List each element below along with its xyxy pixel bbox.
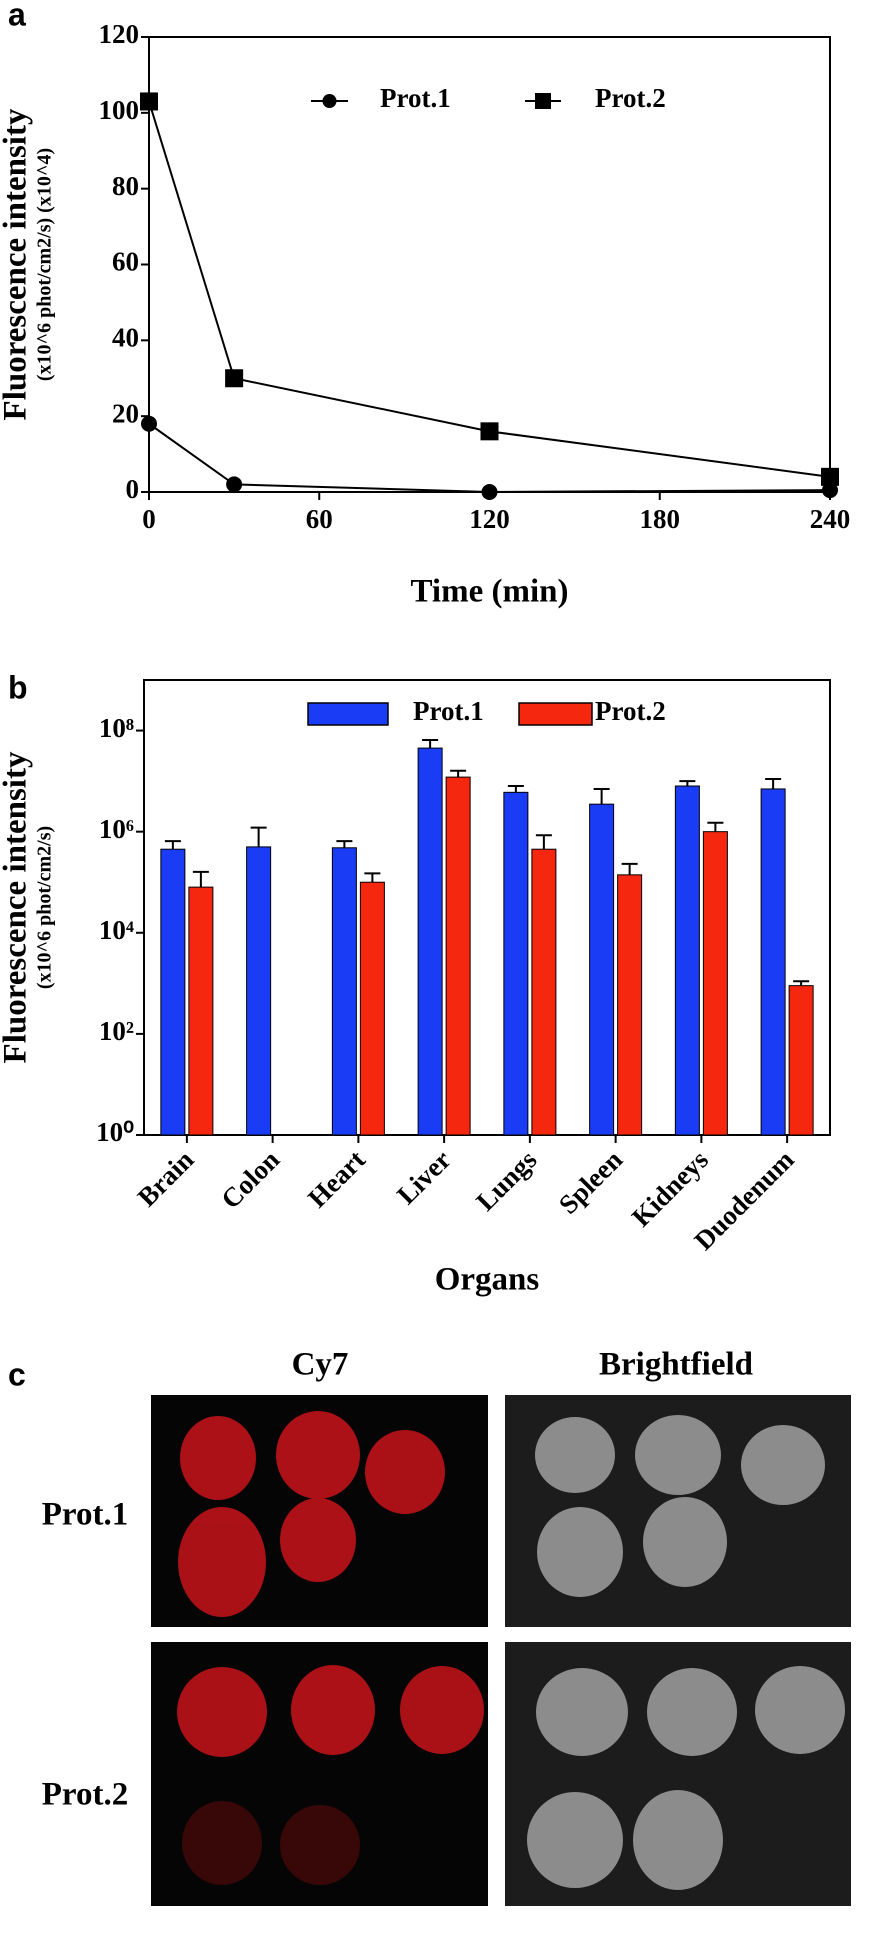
x-axis-label: Time (min): [411, 574, 569, 610]
organ-signal: [177, 1411, 484, 1757]
point: [480, 422, 499, 441]
point: [821, 467, 839, 486]
legend-label: Prot.1: [413, 696, 484, 726]
y-axis-label: Fluorescence intensity: [0, 108, 34, 420]
legend-label: Prot.1: [380, 83, 451, 113]
legend-marker: [322, 94, 337, 108]
x-axis-label: Organs: [435, 1262, 540, 1298]
y-tick-label: 10⁸: [99, 713, 134, 743]
point: [141, 415, 157, 432]
bar: [702, 831, 728, 1136]
error-bar: [250, 826, 267, 847]
error-bar: [164, 840, 181, 850]
bar: [331, 847, 357, 1136]
y-tick-label: 80: [112, 171, 139, 201]
legend-swatch: [307, 702, 389, 726]
y-tick-label: 10⁶: [99, 814, 134, 844]
bar: [160, 848, 186, 1136]
point: [226, 476, 243, 493]
x-tick-label: Liver: [391, 1144, 457, 1210]
legend-swatch: [518, 702, 593, 726]
error-bar: [765, 778, 782, 789]
point: [225, 369, 244, 388]
column-label: Cy7: [292, 1347, 349, 1383]
panel-c: c Cy7 Brightfield Prot.1 Prot.2: [8, 1347, 851, 1906]
error-bar: [535, 834, 552, 850]
y-tick-label: 20: [112, 398, 139, 428]
y-tick-label: 10⁰: [96, 1117, 134, 1147]
y-tick-label: 40: [112, 323, 139, 353]
error-bar: [793, 980, 810, 986]
legend-marker: [535, 93, 551, 109]
y-tick-label: 120: [99, 19, 140, 49]
bar: [445, 776, 471, 1136]
x-tick-label: Lungs: [470, 1144, 542, 1216]
line: [148, 101, 831, 478]
x-tick-label: 180: [640, 504, 681, 534]
y-tick-label: 10⁴: [99, 915, 134, 945]
y-tick-label: 0: [126, 474, 140, 504]
x-tick-label: Brain: [132, 1144, 200, 1212]
error-bar: [336, 840, 353, 848]
y-axis-label: Fluorescence intensity: [0, 751, 34, 1063]
x-tick-label: Colon: [215, 1144, 285, 1214]
organ-brightfield: [527, 1415, 845, 1890]
line: [148, 422, 831, 494]
bar: [503, 791, 529, 1136]
x-tick-label: 0: [142, 504, 156, 534]
bar: [589, 803, 615, 1136]
y-axis-sublabel: (x10^6 phot/cm2/s): [34, 826, 56, 989]
bar: [246, 846, 272, 1136]
bar: [188, 886, 214, 1136]
bar: [760, 788, 786, 1136]
panel-label: b: [8, 669, 28, 705]
error-bar: [364, 872, 381, 883]
column-label: Brightfield: [599, 1347, 753, 1383]
panel-label: a: [8, 0, 26, 32]
bar: [788, 985, 814, 1136]
error-bar: [422, 739, 439, 749]
bar: [674, 785, 700, 1136]
x-tick-label: Spleen: [553, 1144, 628, 1219]
error-bar: [507, 785, 524, 793]
error-bar: [707, 821, 724, 832]
x-tick-label: Heart: [302, 1144, 371, 1213]
point: [822, 482, 838, 499]
y-tick-label: 10²: [99, 1016, 134, 1046]
error-bar: [450, 769, 467, 778]
error-bar: [679, 780, 696, 787]
bar: [617, 874, 643, 1136]
x-tick-label: 240: [810, 504, 851, 534]
legend-label: Prot.2: [595, 696, 666, 726]
y-tick-label: 60: [112, 247, 139, 277]
error-bar: [593, 787, 610, 805]
y-tick-label: 100: [99, 95, 140, 125]
bar: [417, 747, 443, 1136]
y-axis-sublabel: (x10^6 phot/cm2/s) (x10^4): [34, 148, 56, 381]
x-tick-label: Kidneys: [626, 1144, 714, 1232]
point: [481, 484, 498, 500]
x-tick-label: 120: [469, 504, 510, 534]
point: [140, 92, 158, 111]
legend-label: Prot.2: [595, 83, 666, 113]
row-label: Prot.1: [42, 1497, 128, 1533]
error-bar: [621, 862, 638, 875]
error-bar: [192, 870, 209, 888]
row-label: Prot.2: [42, 1777, 128, 1813]
panel-label: c: [8, 1356, 26, 1392]
bar: [531, 848, 557, 1136]
bar: [359, 881, 385, 1136]
plot-frame: [143, 679, 831, 1136]
x-tick-label: 60: [306, 504, 333, 534]
organ-signal-faint: [182, 1801, 360, 1885]
